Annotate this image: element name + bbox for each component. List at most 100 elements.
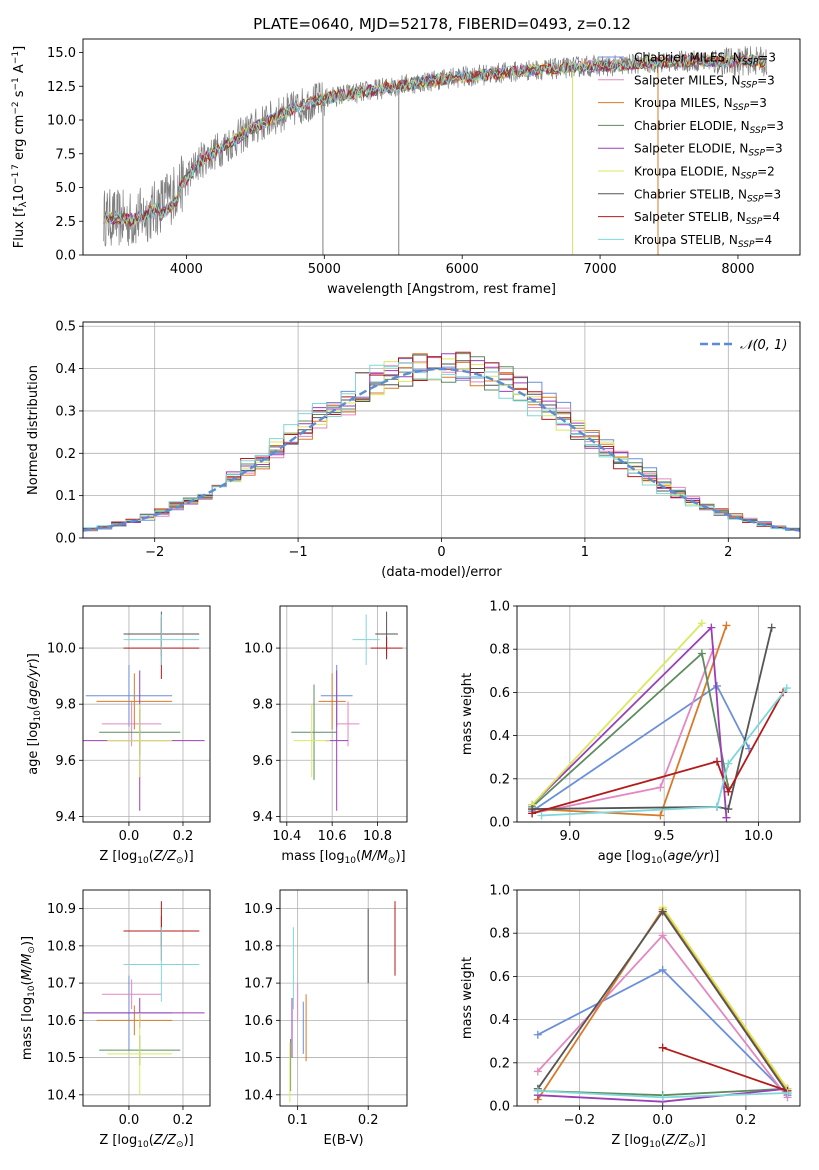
age-vs-mass-ytick-label: 9.4 [252,810,273,825]
weight-marker [656,811,665,820]
weight-vs-age-xlabel: age [log10(age/yr)] [598,849,720,866]
weight-vs-Z-xtick-label: −0.2 [564,1113,596,1128]
weight-marker [767,623,776,632]
weight-marker [658,1043,667,1052]
age-vs-mass-xlabel: mass [log10(M/M⊙)] [281,849,405,866]
legend-entry: Chabrier ELODIE, NSSP=3 [634,119,784,136]
weight-marker [658,931,667,940]
spectrum-ytick-label: 12.5 [47,80,76,95]
legend-entry: 𝒩(0, 1) [740,338,787,353]
mass-vs-EBV-xlabel: E(B-V) [323,1133,363,1148]
legend-entry: Kroupa STELIB, NSSP=4 [634,233,772,250]
weight-line [531,651,730,808]
legend-entry: Salpeter MILES, NSSP=3 [634,73,775,90]
age-vs-mass-xtick-label: 10.4 [272,829,301,844]
age-vs-mass-xtick-label: 10.8 [363,829,392,844]
mass-vs-EBV-ytick-label: 10.9 [244,902,273,917]
weight-vs-age-ytick-label: 1.0 [489,600,510,615]
weight-marker [658,965,667,974]
weight-line [531,625,728,818]
age-vs-Z-axes: 0.0 0.2 9.4 9.6 9.8 10.0 [47,606,210,844]
weight-vs-age-ytick-label: 0.8 [489,643,510,658]
residuals-ytick-label: 0.4 [55,362,76,377]
spectrum-xlabel: wavelength [Angstrom, rest frame] [327,282,556,297]
spectrum-model-line [103,54,766,225]
mass-vs-Z-xlabel: Z [log10(Z/Z⊙)] [99,1133,193,1150]
figure-title: PLATE=0640, MJD=52178, FIBERID=0493, z=0… [253,15,631,33]
legend-entry: Kroupa ELODIE, NSSP=2 [634,165,775,182]
weight-marker [533,1067,542,1076]
weight-vs-age-ylabel: mass weight [460,673,475,755]
residuals-ylabel: Normed distribution [26,365,41,495]
mass-vs-Z-ytick-label: 10.8 [47,939,76,954]
age-vs-mass-ytick-label: 9.6 [252,754,273,769]
weight-vs-age-frame [516,605,801,823]
age-vs-Z-xtick-label: 0.0 [119,829,140,844]
weight-marker [707,623,716,632]
age-vs-Z-ylabel: age [log10(age/yr)] [26,653,43,775]
spectrum-xtick-label: 8000 [721,262,754,277]
weight-vs-Z-ytick-label: 0.8 [489,927,510,942]
weight-line [661,906,789,1090]
weight-vs-age-xtick-label: 9.0 [559,829,580,844]
weight-line [541,687,788,817]
mass-vs-Z-ytick-label: 10.5 [47,1051,76,1066]
weight-vs-Z-ytick-label: 0.0 [489,1100,510,1115]
age-vs-Z-ytick-label: 9.6 [55,754,76,769]
mass-vs-EBV-axes: 0.1 0.2 10.4 10.5 10.6 10.7 10.8 10.9 [244,890,407,1128]
weight-marker [783,1089,792,1098]
spectrum-ytick-label: 2.5 [55,215,76,230]
age-vs-Z-xtick-label: 0.2 [173,829,194,844]
weight-vs-age-ytick-label: 0.6 [489,686,510,701]
spectrum-xtick-label: 7000 [584,262,617,277]
age-vs-Z-ytick-label: 9.4 [55,810,76,825]
residuals-ytick-label: 0.2 [55,447,76,462]
age-vs-mass-xtick-label: 10.6 [318,829,347,844]
residuals-xlabel: (data-model)/error [381,565,502,580]
weight-vs-Z-ytick-label: 0.4 [489,1013,510,1028]
weight-marker [533,1030,542,1039]
residuals-xtick-label: 2 [724,545,732,560]
age-vs-mass-axes: 10.4 10.6 10.8 9.4 9.6 9.8 10.0 [244,606,407,844]
weight-marker [697,649,706,658]
weight-marker [724,759,733,768]
residuals-xtick-label: 0 [437,545,445,560]
weight-vs-Z-xtick-label: 0.2 [736,1113,757,1128]
mass-vs-EBV-ytick-label: 10.8 [244,939,273,954]
legend-entry: Salpeter STELIB, NSSP=4 [634,210,780,227]
mass-vs-EBV-xtick-label: 0.1 [287,1113,308,1128]
weight-vs-Z-xlabel: Z [log10(Z/Z⊙)] [611,1133,705,1150]
weight-marker [697,619,706,628]
residuals-ytick-label: 0.3 [55,404,76,419]
weight-vs-age-xtick-label: 9.5 [654,829,675,844]
legend-entry: Salpeter ELODIE, NSSP=3 [634,142,783,159]
mass-vs-EBV-ytick-label: 10.5 [244,1051,273,1066]
spectrum-legend: Chabrier MILES, NSSP=3 Salpeter MILES, NS… [598,51,784,250]
weight-marker [537,811,546,820]
residual-histogram [83,362,800,533]
spectrum-model-line [103,54,766,226]
mass-vs-EBV-xtick-label: 0.2 [358,1113,379,1128]
mass-vs-Z-ytick-label: 10.4 [47,1088,76,1103]
weight-vs-age-xtick-label: 10.0 [744,829,773,844]
residuals-legend: 𝒩(0, 1) [700,338,787,353]
spectrum-ytick-label: 0.0 [55,249,76,264]
residuals-plot-area [83,351,800,534]
spectrum-ylabel: Flux [fλ10−1 7 erg cm−2 s−1 A−1] [11,46,29,248]
weight-marker [722,621,731,630]
mass-vs-EBV-plot-area [289,901,396,1103]
weight-vs-Z-ylabel: mass weight [460,957,475,1039]
weight-vs-Z-plot-area [533,903,792,1106]
legend-entry: Chabrier STELIB, NSSP=3 [634,187,781,204]
legend-entry: Kroupa MILES, NSSP=3 [634,96,767,113]
weight-vs-Z-ytick-label: 0.2 [489,1056,510,1071]
weight-line [662,1046,788,1092]
spectrum-ytick-label: 7.5 [55,147,76,162]
weight-marker [658,1093,667,1102]
weight-marker [533,1086,542,1095]
weight-line [531,691,784,815]
weight-marker [656,783,665,792]
age-vs-Z-frame [82,605,211,823]
residuals-xtick-label: −2 [145,545,164,560]
